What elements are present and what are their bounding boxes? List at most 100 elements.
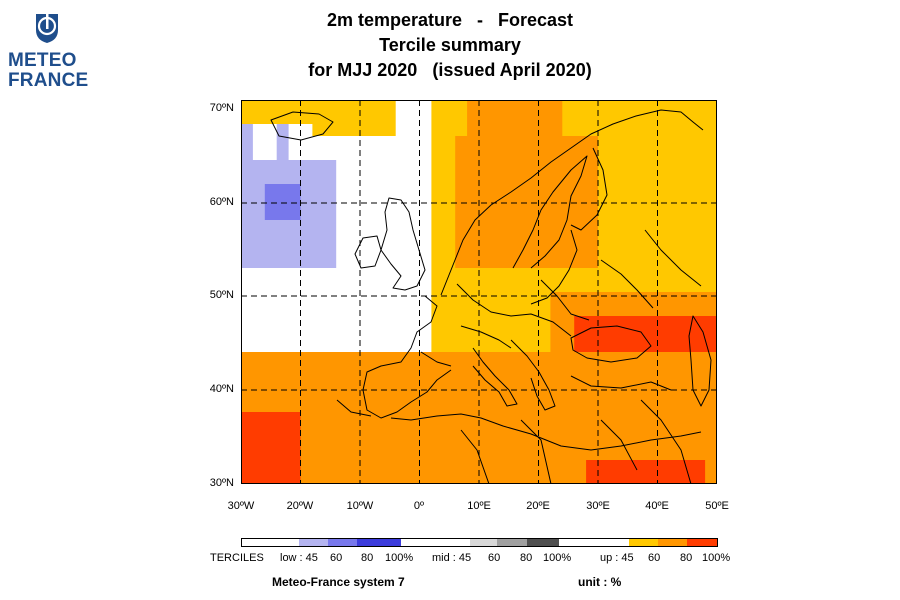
probability-cell bbox=[526, 256, 540, 269]
probability-cell bbox=[407, 148, 421, 161]
probability-cell bbox=[586, 136, 599, 149]
probability-cell bbox=[348, 124, 361, 137]
probability-cell bbox=[514, 172, 528, 185]
probability-cell bbox=[348, 304, 361, 317]
probability-cell bbox=[324, 256, 337, 269]
probability-cell bbox=[705, 232, 717, 245]
probability-cell bbox=[669, 448, 682, 461]
probability-cell bbox=[407, 364, 421, 377]
probability-cell bbox=[621, 352, 635, 365]
probability-cell bbox=[526, 448, 540, 461]
probability-cell bbox=[431, 412, 444, 425]
probability-cell bbox=[681, 208, 694, 221]
probability-cell bbox=[241, 208, 254, 221]
probability-cell bbox=[443, 124, 456, 137]
meteo-france-emblem-icon bbox=[36, 13, 58, 43]
probability-cell bbox=[621, 268, 635, 281]
probability-cell bbox=[574, 376, 587, 389]
probability-cell bbox=[705, 388, 717, 401]
probability-cell bbox=[633, 316, 647, 329]
probability-cell bbox=[586, 352, 599, 365]
probability-cell bbox=[693, 148, 706, 161]
probability-cell bbox=[526, 388, 540, 401]
probability-cell bbox=[395, 208, 409, 221]
probability-cell bbox=[645, 196, 659, 209]
probability-cell bbox=[383, 424, 397, 437]
probability-cell bbox=[633, 328, 647, 341]
probability-cell bbox=[621, 376, 635, 389]
probability-cell bbox=[276, 400, 290, 413]
probability-cell bbox=[300, 436, 313, 449]
probability-cell bbox=[657, 448, 670, 461]
probability-cell bbox=[324, 100, 337, 113]
probability-cell bbox=[681, 424, 694, 437]
probability-cell bbox=[443, 280, 456, 293]
probability-cell bbox=[407, 292, 421, 305]
probability-cell bbox=[657, 388, 670, 401]
probability-cell bbox=[455, 316, 468, 329]
probability-cell bbox=[336, 388, 349, 401]
probability-cell bbox=[526, 328, 540, 341]
probability-cell bbox=[693, 340, 706, 353]
probability-cell bbox=[252, 412, 266, 425]
probability-cell bbox=[562, 400, 575, 413]
probability-cell bbox=[538, 316, 551, 329]
probability-cell bbox=[598, 220, 611, 233]
probability-cell bbox=[598, 304, 611, 317]
probability-cell bbox=[455, 172, 468, 185]
probability-cell bbox=[383, 208, 397, 221]
tercile-colorbar bbox=[241, 538, 718, 547]
probability-cell bbox=[419, 388, 432, 401]
probability-cell bbox=[336, 400, 349, 413]
probability-cell bbox=[360, 292, 373, 305]
probability-cell bbox=[241, 424, 254, 437]
probability-cell bbox=[490, 352, 504, 365]
probability-cell bbox=[300, 424, 313, 437]
probability-cell bbox=[312, 148, 325, 161]
probability-cell bbox=[479, 412, 492, 425]
probability-cell bbox=[312, 424, 325, 437]
probability-cell bbox=[550, 100, 563, 113]
probability-cell bbox=[598, 196, 611, 209]
probability-cell bbox=[502, 304, 516, 317]
probability-cell bbox=[312, 136, 325, 149]
probability-cell bbox=[479, 436, 492, 449]
probability-cell bbox=[348, 352, 361, 365]
probability-cell bbox=[348, 376, 361, 389]
probability-cell bbox=[241, 448, 254, 461]
model-system-label: Meteo-France system 7 bbox=[272, 575, 405, 589]
probability-cell bbox=[705, 112, 717, 125]
probability-cell bbox=[490, 292, 504, 305]
probability-cell bbox=[681, 244, 694, 257]
probability-cell bbox=[348, 232, 361, 245]
probability-cell bbox=[348, 208, 361, 221]
probability-cell bbox=[348, 328, 361, 341]
probability-cell bbox=[562, 124, 575, 137]
probability-cell bbox=[336, 448, 349, 461]
probability-cell bbox=[252, 328, 266, 341]
probability-cell bbox=[538, 424, 551, 437]
probability-cell bbox=[669, 388, 682, 401]
probability-cell bbox=[312, 460, 325, 473]
probability-cell bbox=[348, 340, 361, 353]
probability-cell bbox=[336, 112, 349, 125]
probability-cell bbox=[288, 304, 302, 317]
probability-cell bbox=[443, 292, 456, 305]
probability-cell bbox=[276, 472, 290, 484]
probability-cell bbox=[348, 220, 361, 233]
probability-cell bbox=[383, 100, 397, 113]
probability-cell bbox=[348, 292, 361, 305]
probability-cell bbox=[681, 136, 694, 149]
probability-cell bbox=[681, 304, 694, 317]
probability-cell bbox=[395, 340, 409, 353]
probability-cell bbox=[609, 244, 623, 257]
probability-cell bbox=[657, 232, 670, 245]
probability-cell bbox=[645, 268, 659, 281]
probability-cell bbox=[479, 100, 492, 113]
probability-cell bbox=[324, 388, 337, 401]
probability-cell bbox=[241, 244, 254, 257]
legend-low-100: 100% bbox=[385, 552, 414, 564]
probability-cell bbox=[276, 160, 290, 173]
probability-cell bbox=[467, 340, 480, 353]
probability-cell bbox=[645, 436, 659, 449]
